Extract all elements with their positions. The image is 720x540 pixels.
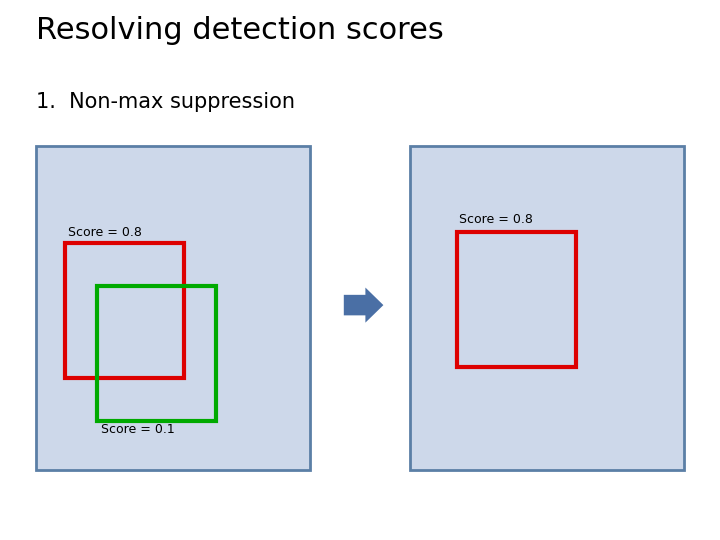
Text: Resolving detection scores: Resolving detection scores: [36, 16, 444, 45]
Bar: [36, 146, 310, 470]
Bar: [410, 146, 684, 470]
Text: 1.  Non-max suppression: 1. Non-max suppression: [36, 92, 295, 112]
Bar: [97, 286, 216, 421]
Text: Score = 0.8: Score = 0.8: [68, 226, 143, 239]
Text: Score = 0.1: Score = 0.1: [101, 423, 174, 436]
Bar: [457, 232, 576, 367]
Polygon shape: [344, 287, 383, 322]
Bar: [65, 243, 184, 378]
Text: Score = 0.8: Score = 0.8: [459, 213, 534, 226]
